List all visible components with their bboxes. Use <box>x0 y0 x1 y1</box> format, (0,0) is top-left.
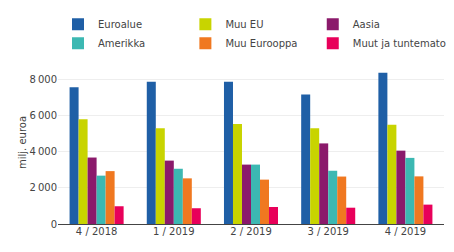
svg-text:8 000: 8 000 <box>30 74 57 85</box>
svg-text:Euroalue: Euroalue <box>98 19 142 30</box>
svg-text:4 000: 4 000 <box>30 146 57 157</box>
svg-text:2 / 2019: 2 / 2019 <box>230 226 272 237</box>
svg-text:6 000: 6 000 <box>30 110 57 121</box>
svg-text:3 / 2019: 3 / 2019 <box>307 226 349 237</box>
svg-text:Muu EU: Muu EU <box>225 19 263 30</box>
svg-text:0: 0 <box>51 219 57 230</box>
svg-text:Amerikka: Amerikka <box>98 38 145 49</box>
svg-text:Muu Eurooppa: Muu Eurooppa <box>225 38 297 49</box>
svg-text:2 000: 2 000 <box>30 182 57 193</box>
svg-text:4 / 2018: 4 / 2018 <box>76 226 118 237</box>
svg-text:1 / 2019: 1 / 2019 <box>153 226 195 237</box>
svg-text:Aasia: Aasia <box>353 19 380 30</box>
svg-text:milj. euroa: milj. euroa <box>17 116 28 169</box>
svg-text:Muut ja tuntematon: Muut ja tuntematon <box>353 38 446 49</box>
svg-text:4 / 2019: 4 / 2019 <box>385 226 427 237</box>
